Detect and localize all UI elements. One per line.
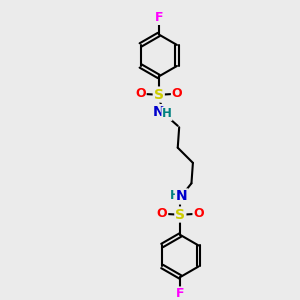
Text: N: N (176, 189, 188, 203)
Text: O: O (194, 208, 204, 220)
Text: S: S (176, 208, 185, 221)
Text: F: F (176, 287, 184, 300)
Text: O: O (135, 88, 146, 100)
Text: F: F (154, 11, 163, 24)
Text: O: O (172, 88, 182, 100)
Text: H: H (170, 189, 180, 202)
Text: S: S (154, 88, 164, 102)
Text: H: H (162, 107, 172, 120)
Text: O: O (157, 208, 167, 220)
Text: N: N (153, 105, 165, 119)
